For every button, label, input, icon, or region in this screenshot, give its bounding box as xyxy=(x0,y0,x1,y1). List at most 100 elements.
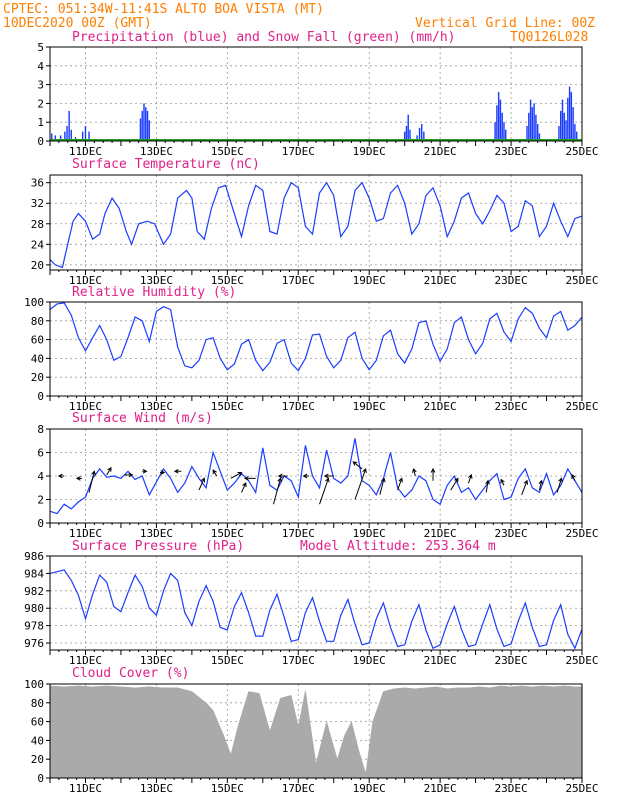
precip-ytick-label: 0 xyxy=(37,135,44,148)
wind-wind-arrow xyxy=(272,477,282,505)
header-date: 10DEC2020 00Z (GMT) xyxy=(3,16,152,31)
pressure-xtick-label: 15DEC xyxy=(211,654,244,667)
cloud-xtick-label: 15DEC xyxy=(211,782,244,795)
precip-bar xyxy=(88,131,90,141)
precip-bar xyxy=(570,92,573,141)
precip-bar xyxy=(499,99,502,141)
wind-ytick-label: 2 xyxy=(37,494,44,507)
precip-bar xyxy=(494,122,496,141)
humidity-ytick-label: 0 xyxy=(37,390,44,403)
precip-bar xyxy=(405,125,408,141)
wind-ytick-label: 6 xyxy=(37,447,44,460)
precip-bar xyxy=(64,131,66,141)
pressure-ytick-label: 982 xyxy=(24,585,44,598)
humidity-xtick-label: 17DEC xyxy=(282,400,315,413)
cloud-xtick-label: 25DEC xyxy=(565,782,598,795)
temperature-xtick-label: 11DEC xyxy=(69,274,102,287)
cloud-area xyxy=(49,685,583,779)
humidity-xtick-label: 23DEC xyxy=(495,400,528,413)
precip-bar xyxy=(420,124,423,141)
precip-bar xyxy=(416,135,418,141)
precip-bar xyxy=(565,120,567,141)
wind-wind-arrow xyxy=(159,470,166,475)
precip-bar xyxy=(561,99,564,141)
humidity-ytick-label: 100 xyxy=(24,296,44,309)
temperature-panel: Surface Temperature (nC) 20 24 28 32 36 11DEC 1… xyxy=(31,157,599,287)
wind-wind-arrow xyxy=(244,475,256,481)
temperature-ytick-label: 20 xyxy=(31,259,44,272)
precip-ytick-label: 1 xyxy=(37,116,44,129)
precip-xtick-label: 21DEC xyxy=(424,145,457,158)
precip-bar xyxy=(409,129,411,141)
pressure-annotation: Model Altitude: 253.364 m xyxy=(300,539,496,554)
humidity-xtick-label: 11DEC xyxy=(69,400,102,413)
precip-bar xyxy=(574,124,576,141)
pressure-xtick-label: 17DEC xyxy=(282,654,315,667)
wind-wind-arrow xyxy=(323,473,334,479)
wind-wind-arrow xyxy=(88,470,96,493)
wind-xtick-label: 21DEC xyxy=(424,527,457,540)
cloud-ytick-label: 40 xyxy=(31,734,44,747)
humidity-frame xyxy=(49,301,583,397)
pressure-xtick-label: 25DEC xyxy=(565,654,598,667)
wind-wind-arrow xyxy=(556,477,563,493)
humidity-ytick-label: 80 xyxy=(31,315,44,328)
temperature-ytick-label: 32 xyxy=(31,197,44,210)
pressure-ytick-label: 984 xyxy=(24,567,44,580)
cloud-ytick-label: 80 xyxy=(31,697,44,710)
precip-bar xyxy=(54,135,57,141)
precip-bar xyxy=(503,122,505,141)
precip-bar xyxy=(505,129,507,141)
precip-xtick-label: 11DEC xyxy=(69,145,102,158)
wind-ytick-label: 8 xyxy=(37,423,44,436)
wind-wind-arrow xyxy=(302,473,309,479)
precip-xtick-label: 15DEC xyxy=(211,145,244,158)
precip-bar xyxy=(526,125,528,141)
header-station: CPTEC: 051:34W-11:41S ALTO BOA VISTA (MT… xyxy=(3,2,324,17)
wind-wind-arrow xyxy=(57,473,65,479)
precip-xtick-label: 25DEC xyxy=(565,145,598,158)
cloud-xtick-label: 17DEC xyxy=(282,782,315,795)
pressure-xtick-label: 21DEC xyxy=(424,654,457,667)
pressure-series-line xyxy=(49,569,583,650)
pressure-title: Surface Pressure (hPa) xyxy=(72,539,244,554)
wind-wind-arrow xyxy=(468,473,473,484)
precip-bar xyxy=(501,112,503,141)
humidity-panel: Relative Humidity (%) 0 20 40 60 80 100 11DEC 13… xyxy=(24,285,598,413)
precip-bar xyxy=(538,133,541,141)
wind-wind-arrow xyxy=(106,466,112,476)
cloud-xtick-label: 23DEC xyxy=(495,782,528,795)
wind-wind-arrow xyxy=(124,472,134,478)
precip-bar xyxy=(567,97,569,141)
temperature-series-line xyxy=(49,181,583,269)
wind-wind-arrow xyxy=(142,468,148,474)
pressure-xtick-label: 19DEC xyxy=(353,654,386,667)
humidity-series-line xyxy=(49,302,583,372)
precip-bar xyxy=(558,125,560,141)
temperature-xtick-label: 19DEC xyxy=(353,274,386,287)
cloud-panel: Cloud Cover (%) 0 20 40 60 80 100 11DEC 13DEC 15D… xyxy=(24,666,598,795)
wind-wind-arrow xyxy=(354,467,367,500)
wind-title: Surface Wind (m/s) xyxy=(72,411,213,426)
precip-xtick-label: 19DEC xyxy=(353,145,386,158)
precip-ytick-label: 5 xyxy=(37,41,44,54)
precip-bar xyxy=(560,110,562,141)
precip-xtick-label: 13DEC xyxy=(140,145,173,158)
precip-bar xyxy=(563,112,565,141)
cloud-xtick-label: 13DEC xyxy=(140,782,173,795)
pressure-xtick-label: 13DEC xyxy=(140,654,173,667)
wind-ytick-label: 0 xyxy=(37,517,44,530)
pressure-xtick-label: 11DEC xyxy=(69,654,102,667)
wind-wind-arrow xyxy=(241,482,247,493)
temperature-xtick-label: 13DEC xyxy=(140,274,173,287)
wind-wind-arrow xyxy=(212,469,218,477)
humidity-xtick-label: 13DEC xyxy=(140,400,173,413)
cloud-title: Cloud Cover (%) xyxy=(72,666,189,681)
wind-wind-arrow xyxy=(485,479,490,493)
cloud-ytick-label: 100 xyxy=(24,678,44,691)
precip-bar xyxy=(418,127,421,141)
pressure-panel: Surface Pressure (hPa) Model Altitude: 25… xyxy=(24,539,598,667)
precip-bar xyxy=(81,131,84,141)
temperature-ytick-label: 28 xyxy=(31,218,44,231)
humidity-xtick-label: 21DEC xyxy=(424,400,457,413)
